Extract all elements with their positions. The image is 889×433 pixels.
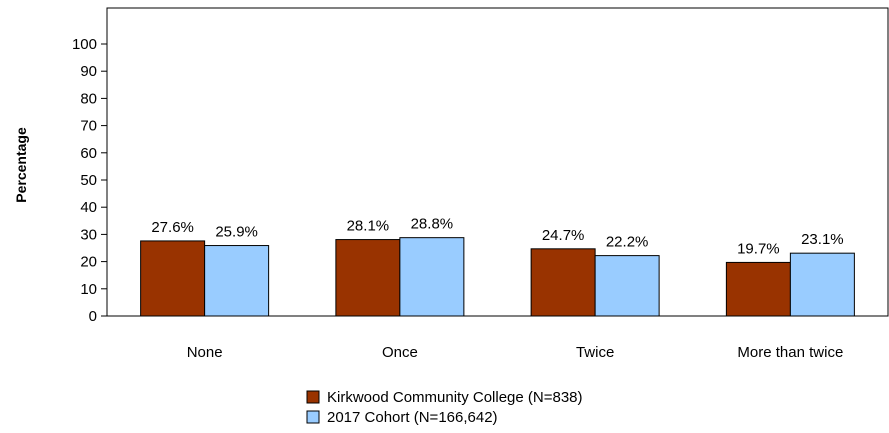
data-label: 24.7% bbox=[542, 227, 585, 244]
data-label: 23.1% bbox=[801, 231, 844, 248]
category-label: More than twice bbox=[737, 344, 843, 361]
category-label: Once bbox=[382, 344, 418, 361]
legend-label: Kirkwood Community College (N=838) bbox=[327, 389, 583, 406]
data-label: 28.8% bbox=[411, 216, 454, 233]
y-tick-label: 90 bbox=[80, 63, 97, 80]
y-axis-label: Percentage bbox=[13, 127, 29, 203]
y-tick-label: 0 bbox=[89, 308, 97, 325]
y-tick-label: 30 bbox=[80, 226, 97, 243]
plot-frame bbox=[106, 7, 889, 317]
y-tick-label: 10 bbox=[80, 281, 97, 298]
bar bbox=[725, 261, 791, 317]
data-label: 28.1% bbox=[347, 218, 390, 235]
y-tick-label: 50 bbox=[80, 172, 97, 189]
bar bbox=[789, 252, 855, 317]
legend-swatch bbox=[306, 390, 320, 404]
plot-area: 0 10 20 30 40 50 60 70 80 90 100 27.6% 25.9% None 28.1… bbox=[72, 7, 889, 361]
y-tick-label: 40 bbox=[80, 199, 97, 216]
data-label: 22.2% bbox=[606, 234, 649, 251]
y-tick-label: 100 bbox=[72, 36, 97, 53]
legend-label: 2017 Cohort (N=166,642) bbox=[327, 409, 498, 426]
data-label: 25.9% bbox=[215, 224, 258, 241]
data-label: 19.7% bbox=[737, 240, 780, 257]
legend: Kirkwood Community College (N=838) 2017 C… bbox=[306, 389, 583, 426]
y-tick-label: 70 bbox=[80, 118, 97, 135]
bar bbox=[140, 240, 206, 317]
bar bbox=[530, 248, 596, 317]
bar bbox=[335, 239, 401, 317]
bar bbox=[204, 245, 270, 317]
bar bbox=[399, 237, 465, 317]
category-label: Twice bbox=[576, 344, 614, 361]
y-tick-label: 60 bbox=[80, 145, 97, 162]
legend-swatch bbox=[306, 410, 320, 424]
y-tick-label: 80 bbox=[80, 90, 97, 107]
category-label: None bbox=[187, 344, 223, 361]
bar bbox=[594, 255, 660, 317]
y-tick-label: 20 bbox=[80, 254, 97, 271]
data-label: 27.6% bbox=[151, 219, 194, 236]
